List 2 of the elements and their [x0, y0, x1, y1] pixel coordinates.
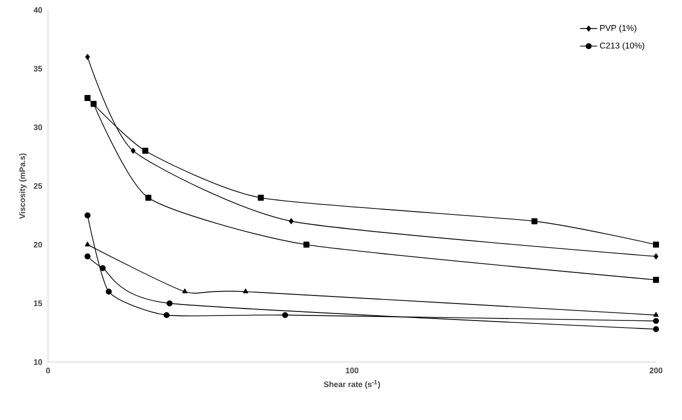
legend-label: PVP (1%) [600, 24, 636, 33]
legend-label: C213 (10%) [600, 42, 644, 50]
